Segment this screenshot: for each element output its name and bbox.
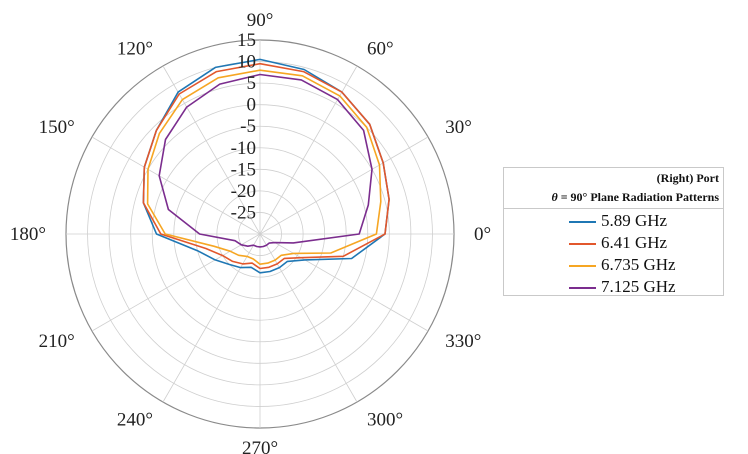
- legend-label-1: 5.89 GHz: [601, 211, 668, 230]
- polar-grid: [65, 39, 455, 429]
- legend-entry-3: 6.735 GHz: [504, 254, 723, 276]
- legend-swatch-2: [569, 243, 596, 245]
- legend-label-4: 7.125 GHz: [601, 277, 676, 296]
- radial-tick-label: 15: [237, 30, 256, 51]
- series-line-2: [142, 62, 390, 270]
- radial-tick-label: 0: [247, 95, 257, 116]
- radial-tick-label: -10: [231, 138, 256, 159]
- legend-label-2: 6.41 GHz: [601, 233, 668, 252]
- series-line-4: [158, 73, 373, 248]
- radial-tick-label: 10: [237, 52, 256, 73]
- label-layer: 0° 30° 60° 90° 120° 150° 180° 210° 240° 270° 300° 3…: [10, 10, 491, 454]
- grid-spoke: [259, 65, 358, 235]
- grid-spoke: [91, 136, 261, 235]
- grid-spoke: [259, 233, 429, 332]
- angle-tick-label: 60°: [367, 39, 394, 60]
- radial-tick-label: -5: [240, 116, 256, 137]
- radial-tick-label: -15: [231, 159, 256, 180]
- legend-swatch-4: [569, 287, 596, 289]
- angle-tick-label: 300°: [367, 409, 403, 430]
- legend-separator: [504, 208, 723, 209]
- grid-spoke: [259, 136, 429, 235]
- legend-entry-4: 7.125 GHz: [504, 276, 723, 298]
- legend: (Right) Port θ = 90° Plane Radiation Pat…: [503, 167, 724, 296]
- angle-tick-label: 180°: [10, 224, 46, 245]
- radial-tick-label: -25: [231, 202, 256, 223]
- angle-tick-label: 270°: [242, 438, 278, 454]
- legend-swatch-3: [569, 265, 596, 267]
- grid-spoke: [162, 233, 261, 403]
- legend-entry-2: 6.41 GHz: [504, 232, 723, 254]
- angle-tick-label: 0°: [474, 224, 491, 245]
- legend-entry-1: 5.89 GHz: [504, 210, 723, 232]
- legend-swatch-1: [569, 221, 596, 223]
- radial-tick-label: 5: [247, 73, 257, 94]
- angle-tick-label: 120°: [117, 39, 153, 60]
- angle-tick-label: 330°: [445, 331, 481, 352]
- grid-spoke: [91, 233, 261, 332]
- legend-title: (Right) Port: [656, 171, 719, 185]
- angle-tick-label: 150°: [39, 117, 75, 138]
- radial-tick-label: -20: [231, 181, 256, 202]
- legend-theta-symbol: θ: [551, 190, 558, 204]
- angle-tick-label: 210°: [39, 331, 75, 352]
- legend-label-3: 6.735 GHz: [601, 255, 676, 274]
- angle-tick-label: 30°: [445, 117, 472, 138]
- legend-subtitle-text: = 90° Plane Radiation Patterns: [557, 190, 719, 204]
- series-line-3: [146, 69, 382, 265]
- angle-tick-label: 240°: [117, 409, 153, 430]
- grid-spoke: [259, 233, 358, 403]
- series-layer: [142, 58, 390, 274]
- angle-tick-label: 90°: [247, 10, 274, 31]
- legend-subtitle: θ = 90° Plane Radiation Patterns: [551, 190, 719, 205]
